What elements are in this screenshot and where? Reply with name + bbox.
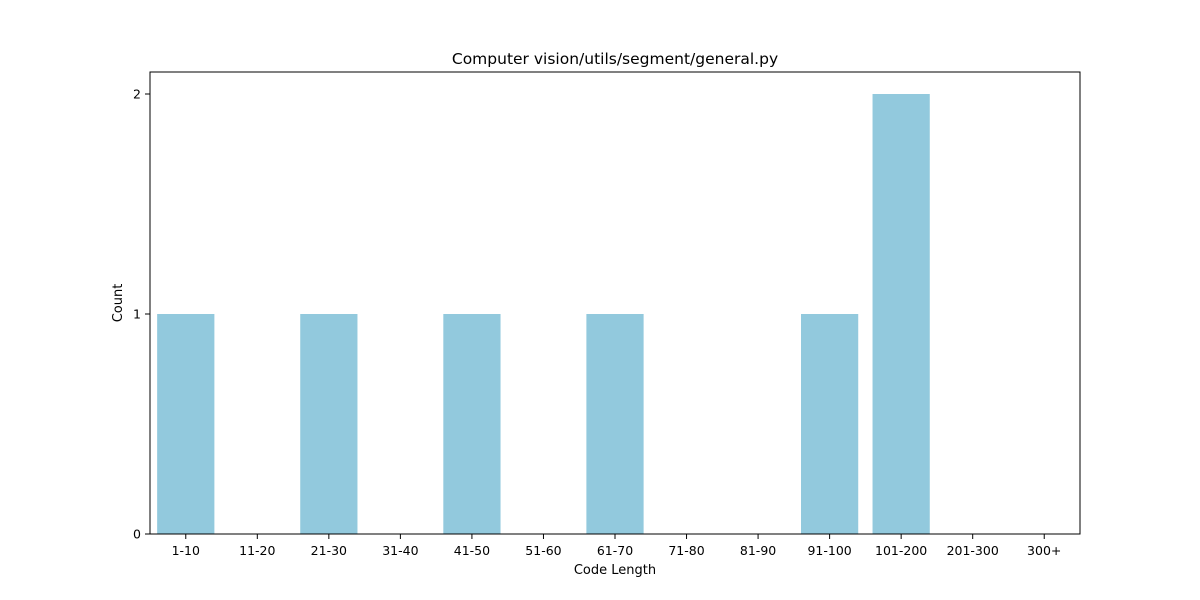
bar-1-10 [157,314,215,534]
x-tick-label: 1-10 [172,543,200,558]
y-tick-label: 2 [133,87,141,102]
x-axis-ticks: 1-10 11-20 21-30 31-40 41-50 51-60 61-70 71-80 8… [172,534,1061,558]
x-tick-label: 101-200 [875,543,927,558]
bar-21-30 [300,314,358,534]
x-tick-label: 300+ [1027,543,1061,558]
y-tick-label: 1 [133,307,141,322]
x-tick-label: 201-300 [947,543,999,558]
x-tick-label: 61-70 [597,543,633,558]
x-tick-label: 91-100 [807,543,851,558]
x-tick-label: 71-80 [668,543,704,558]
bar-91-100 [801,314,859,534]
x-tick-label: 21-30 [311,543,347,558]
bars-group [157,94,930,534]
x-tick-label: 51-60 [525,543,561,558]
y-axis-label: Count [111,284,126,323]
x-tick-label: 81-90 [740,543,776,558]
bar-41-50 [443,314,501,534]
chart-title: Computer vision/utils/segment/general.py [452,50,778,68]
x-tick-label: 11-20 [239,543,275,558]
y-tick-label: 0 [133,527,141,542]
x-tick-label: 31-40 [382,543,418,558]
bar-101-200 [872,94,930,534]
bar-61-70 [586,314,644,534]
x-axis-label: Code Length [574,563,656,578]
x-tick-label: 41-50 [454,543,490,558]
y-axis-ticks: 0 1 2 [133,87,150,542]
